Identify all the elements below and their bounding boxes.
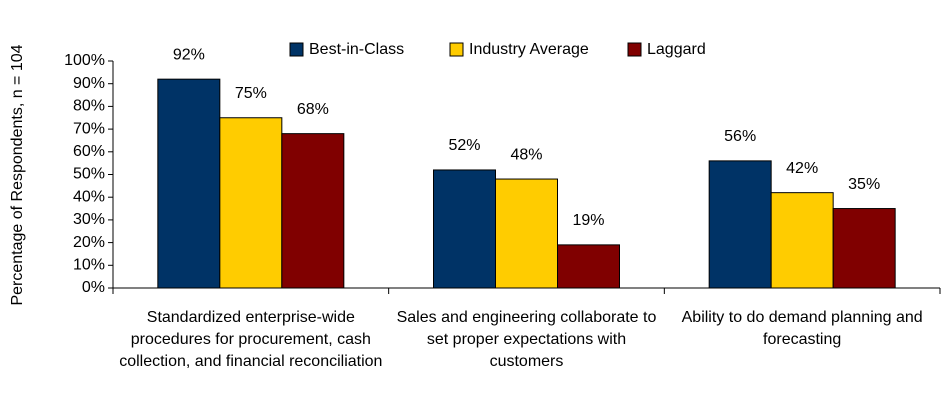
x-tick-label: Standardized enterprise-wide procedures …	[119, 309, 383, 370]
value-label: 35%	[848, 176, 880, 193]
y-tick-label: 40%	[73, 188, 105, 205]
y-tick-label: 70%	[73, 120, 105, 137]
value-label: 75%	[235, 85, 267, 102]
y-tick-label: 20%	[73, 234, 105, 251]
y-tick-label: 80%	[73, 98, 105, 115]
legend-label: Best-in-Class	[309, 41, 404, 58]
legend-swatch	[627, 42, 642, 57]
value-label: 48%	[510, 146, 542, 163]
value-label: 68%	[297, 101, 329, 118]
value-label: 19%	[572, 212, 604, 229]
bar	[281, 133, 345, 289]
bar	[708, 160, 772, 289]
y-tick-label: 60%	[73, 143, 105, 160]
y-axis-label: Percentage of Respondents, n = 104	[9, 44, 26, 305]
y-tick-label: 0%	[82, 279, 105, 296]
value-label: 42%	[786, 160, 818, 177]
legend-label: Industry Average	[469, 41, 589, 58]
bar	[770, 192, 834, 289]
bar	[832, 208, 896, 289]
y-tick-label: 100%	[64, 52, 105, 69]
bar	[433, 169, 496, 289]
y-tick-label: 10%	[73, 257, 105, 274]
x-tick-label: Ability to do demand planning and foreca…	[681, 309, 923, 348]
legend-swatch	[289, 42, 304, 57]
bar	[219, 117, 283, 289]
value-label: 92%	[173, 46, 205, 63]
bar	[495, 178, 558, 289]
legend-swatch	[449, 42, 464, 57]
y-tick-label: 50%	[73, 166, 105, 183]
value-label: 56%	[724, 128, 756, 145]
bar	[157, 78, 221, 289]
bar	[557, 244, 620, 289]
legend-label: Laggard	[647, 41, 706, 58]
x-tick-label: Sales and engineering collaborate to set…	[396, 309, 657, 370]
y-tick-label: 30%	[73, 211, 105, 228]
y-tick-label: 90%	[73, 75, 105, 92]
value-label: 52%	[448, 137, 480, 154]
